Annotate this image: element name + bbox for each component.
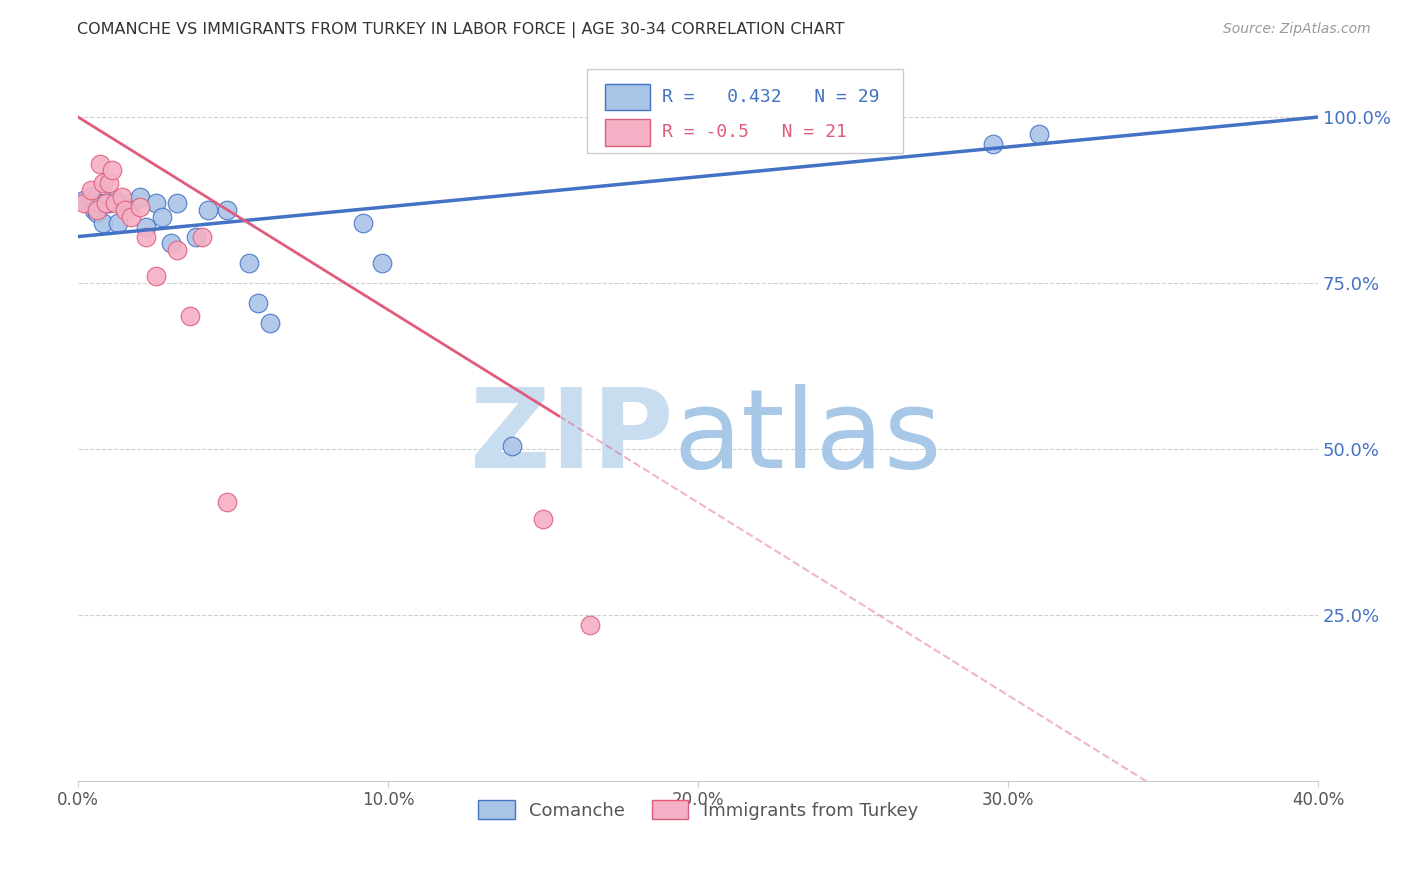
Point (86, 206, 108, 220)
Point (104, 193, 127, 207)
Point (94, 196, 117, 211)
Point (145, 269, 167, 284)
Point (501, 439, 523, 453)
Point (120, 196, 142, 211)
Point (129, 200, 152, 214)
Point (73, 196, 96, 211)
Point (371, 256, 394, 270)
Point (145, 196, 167, 211)
Text: R = -0.5   N = 21: R = -0.5 N = 21 (662, 123, 846, 142)
Point (129, 190, 152, 204)
Point (86, 202, 108, 217)
Point (79, 183, 101, 197)
Point (166, 196, 188, 211)
Point (352, 216, 374, 230)
Point (91, 177, 114, 191)
Point (89, 156, 111, 170)
Point (215, 202, 238, 217)
Point (197, 202, 219, 217)
Point (135, 219, 157, 234)
Point (104, 196, 127, 211)
Text: atlas: atlas (673, 384, 942, 491)
Point (531, 512, 554, 526)
Point (79, 190, 101, 204)
Text: R =   0.432   N = 29: R = 0.432 N = 29 (662, 88, 880, 106)
Point (120, 210, 142, 224)
Point (215, 495, 238, 509)
FancyBboxPatch shape (605, 120, 650, 145)
FancyBboxPatch shape (605, 84, 650, 111)
Point (191, 229, 214, 244)
Point (110, 190, 132, 204)
Legend: Comanche, Immigrants from Turkey: Comanche, Immigrants from Turkey (471, 793, 925, 827)
Point (150, 210, 173, 224)
Point (184, 229, 207, 244)
Point (94, 196, 117, 211)
Text: ZIP: ZIP (470, 384, 673, 491)
Point (259, 316, 281, 330)
Point (101, 163, 124, 178)
Point (89, 196, 111, 211)
Text: COMANCHE VS IMMIGRANTS FROM TURKEY IN LABOR FORCE | AGE 30-34 CORRELATION CHART: COMANCHE VS IMMIGRANTS FROM TURKEY IN LA… (77, 22, 845, 38)
Point (1028, 127, 1050, 141)
Point (179, 310, 201, 324)
Point (135, 229, 157, 244)
FancyBboxPatch shape (586, 69, 903, 153)
Point (578, 618, 600, 632)
Point (98, 177, 121, 191)
Point (73, 193, 96, 207)
Point (114, 200, 136, 214)
Point (83, 202, 105, 217)
Point (246, 296, 269, 310)
Point (98, 196, 121, 211)
Point (107, 216, 129, 230)
Point (238, 256, 260, 270)
Point (114, 202, 136, 217)
Point (981, 136, 1004, 151)
Point (91, 216, 114, 230)
Point (166, 243, 188, 257)
Text: Source: ZipAtlas.com: Source: ZipAtlas.com (1223, 22, 1371, 37)
Point (160, 236, 183, 251)
